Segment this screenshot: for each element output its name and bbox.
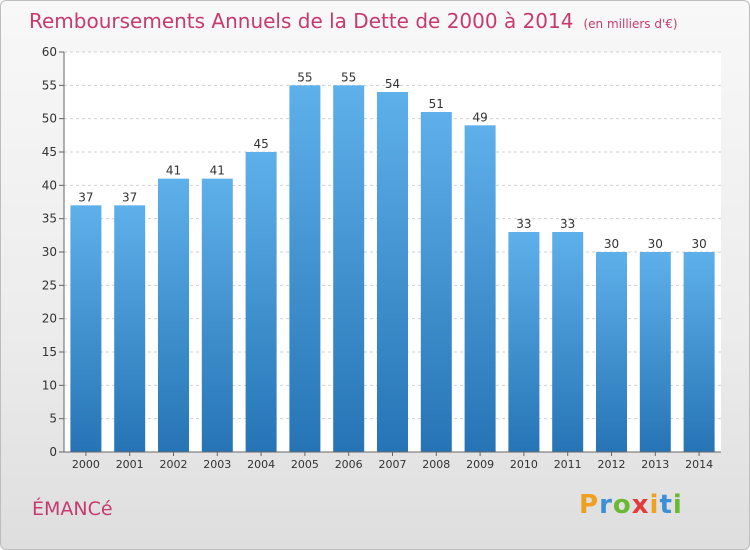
y-tick-label: 35 — [42, 212, 57, 226]
data-label: 37 — [122, 190, 137, 204]
bar — [683, 252, 715, 452]
data-label: 55 — [297, 70, 312, 84]
y-tick-label: 20 — [42, 312, 57, 326]
bar — [377, 92, 408, 452]
data-label: 45 — [253, 137, 268, 151]
data-label: 30 — [604, 237, 619, 251]
data-label: 37 — [78, 190, 93, 204]
y-tick-label: 60 — [42, 45, 57, 59]
proxiti-logo: Proxiti — [579, 490, 683, 520]
data-label: 41 — [210, 164, 225, 178]
bar — [508, 232, 540, 452]
logo-letter: x — [631, 490, 650, 520]
logo-letter: P — [579, 490, 600, 520]
x-tick-label: 2009 — [466, 458, 494, 471]
y-tick-label: 15 — [42, 345, 57, 359]
y-tick-label: 55 — [42, 78, 57, 92]
x-tick-label: 2010 — [510, 458, 538, 471]
x-tick-label: 2006 — [335, 458, 363, 471]
bar — [201, 178, 233, 452]
x-tick-label: 2013 — [641, 458, 669, 471]
y-tick-label: 40 — [42, 178, 57, 192]
x-tick-label: 2004 — [247, 458, 275, 471]
logo-letter: o — [612, 490, 632, 520]
y-tick-label: 5 — [49, 412, 57, 426]
x-tick-label: 2002 — [160, 458, 188, 471]
data-label: 51 — [429, 97, 444, 111]
bar — [158, 178, 189, 452]
bar — [596, 252, 627, 452]
x-tick-label: 2011 — [554, 458, 582, 471]
y-tick-label: 45 — [42, 145, 57, 159]
bar — [289, 85, 321, 452]
bars — [70, 85, 715, 452]
data-label: 30 — [648, 237, 663, 251]
y-tick-label: 10 — [42, 378, 57, 392]
data-label: 41 — [166, 164, 181, 178]
logo-letter: r — [599, 490, 613, 520]
bar — [333, 85, 365, 452]
logo-letter: i — [672, 490, 683, 520]
x-tick-label: 2003 — [203, 458, 231, 471]
axes: 0 5 10 15 20 25 30 35 40 45 50 55 60 2000 2001 2002 2003… — [42, 45, 721, 471]
bar — [552, 232, 584, 452]
chart-title: Remboursements Annuels de la Dette de 20… — [29, 9, 678, 33]
bar — [464, 125, 496, 452]
chart-title-text: Remboursements Annuels de la Dette de 20… — [29, 9, 574, 33]
x-tick-label: 2008 — [422, 458, 450, 471]
data-label: 30 — [691, 237, 706, 251]
x-tick-label: 2001 — [116, 458, 144, 471]
bar — [70, 205, 102, 452]
data-label: 49 — [472, 110, 487, 124]
bar — [114, 205, 146, 452]
y-tick-label: 0 — [49, 445, 57, 459]
data-labels: 37 37 41 41 45 55 55 54 51 49 33 33 30 30 30 — [78, 70, 706, 251]
data-label: 33 — [516, 217, 531, 231]
x-tick-label: 2014 — [685, 458, 713, 471]
x-tick-label: 2007 — [379, 458, 407, 471]
logo-letter: i — [649, 490, 660, 520]
y-tick-label: 25 — [42, 278, 57, 292]
commune-name: ÉMANCé — [32, 498, 113, 520]
x-tick-label: 2005 — [291, 458, 319, 471]
bar — [245, 152, 277, 452]
y-tick-label: 50 — [42, 112, 57, 126]
data-label: 55 — [341, 70, 356, 84]
data-label: 33 — [560, 217, 575, 231]
data-label: 54 — [385, 77, 400, 91]
chart-subtitle: (en milliers d'€) — [583, 17, 678, 31]
logo-letter: t — [659, 490, 673, 520]
bar — [420, 112, 452, 452]
x-tick-label: 2000 — [72, 458, 100, 471]
bar — [639, 252, 671, 452]
x-tick-label: 2012 — [598, 458, 626, 471]
y-tick-label: 30 — [42, 245, 57, 259]
